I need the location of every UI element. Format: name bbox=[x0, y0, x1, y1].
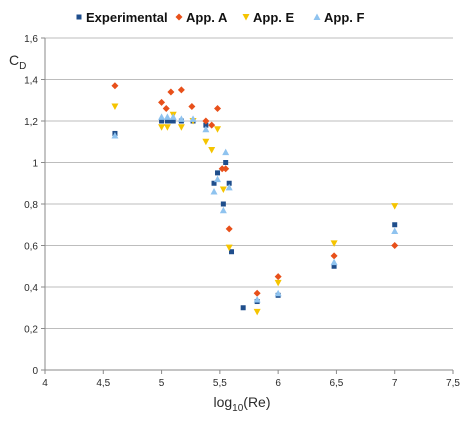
data-point bbox=[111, 103, 119, 110]
data-point bbox=[274, 273, 282, 281]
data-point bbox=[159, 118, 165, 124]
data-point bbox=[163, 113, 171, 120]
data-point bbox=[274, 279, 282, 287]
y-axis-label: CD bbox=[9, 52, 26, 72]
data-point bbox=[391, 203, 399, 210]
x-tick-label: 6 bbox=[275, 378, 281, 389]
y-tick-label: 0,4 bbox=[24, 283, 38, 294]
data-point bbox=[225, 183, 233, 191]
data-point bbox=[169, 113, 177, 120]
series-2-points bbox=[111, 82, 399, 297]
data-point bbox=[111, 132, 119, 139]
data-point bbox=[226, 180, 232, 186]
data-point bbox=[222, 148, 230, 156]
data-point bbox=[211, 180, 217, 186]
data-point bbox=[177, 115, 185, 122]
data-point bbox=[274, 289, 282, 297]
data-point bbox=[240, 305, 246, 311]
y-tick-label: 1 bbox=[32, 159, 38, 170]
legend-marker bbox=[242, 14, 250, 21]
data-point bbox=[177, 124, 185, 131]
data-point bbox=[163, 124, 171, 131]
series-3-points bbox=[111, 103, 399, 316]
data-point bbox=[220, 201, 226, 207]
grid-lines bbox=[45, 37, 453, 371]
data-point bbox=[331, 263, 337, 269]
legend-label: App. E bbox=[253, 10, 294, 25]
data-point bbox=[111, 82, 119, 90]
y-tick-label: 1,2 bbox=[24, 117, 38, 128]
data-point bbox=[188, 102, 196, 110]
data-point bbox=[219, 206, 227, 214]
data-point bbox=[214, 105, 222, 113]
data-point bbox=[222, 165, 230, 173]
legend-label: Experimental bbox=[86, 10, 168, 25]
data-point bbox=[214, 126, 222, 133]
y-tick-label: 0,6 bbox=[24, 242, 38, 253]
data-point bbox=[223, 160, 229, 165]
y-tick-label: 0,2 bbox=[24, 325, 38, 336]
data-point bbox=[330, 252, 338, 260]
data-point bbox=[253, 308, 261, 316]
legend-item: App. A bbox=[175, 10, 228, 25]
legend-item: App. F bbox=[313, 10, 364, 25]
y-tick-label: 1,4 bbox=[24, 76, 38, 87]
x-axis: 4 4,5 5 5,5 6 6,5 7 7,5 bbox=[42, 369, 460, 389]
data-point bbox=[189, 115, 197, 122]
y-axis: 0 0,2 0,4 0,6 0,8 1 1,2 1,4 1,6 bbox=[24, 34, 46, 377]
x-axis-label: log10(Re) bbox=[213, 394, 270, 414]
series-1-points bbox=[112, 118, 398, 311]
x-tick-label: 7 bbox=[392, 378, 398, 389]
legend: Experimental App. A App. E App. F bbox=[76, 10, 364, 25]
data-point bbox=[253, 295, 261, 303]
data-point bbox=[162, 105, 170, 113]
data-point bbox=[219, 186, 227, 193]
x-tick-label: 4,5 bbox=[96, 378, 110, 389]
data-points bbox=[111, 82, 399, 316]
legend-marker bbox=[76, 14, 82, 20]
data-point bbox=[158, 113, 166, 120]
data-point bbox=[392, 222, 398, 228]
y-tick-label: 0,8 bbox=[24, 200, 38, 211]
data-point bbox=[203, 122, 209, 128]
data-point bbox=[215, 170, 221, 176]
legend-label: App. A bbox=[186, 10, 228, 25]
data-point bbox=[202, 117, 210, 125]
data-point bbox=[158, 124, 166, 131]
data-point bbox=[229, 249, 235, 255]
data-point bbox=[391, 242, 399, 249]
x-tick-label: 5,5 bbox=[213, 378, 227, 389]
data-point bbox=[330, 240, 338, 247]
data-point bbox=[202, 125, 210, 133]
data-point bbox=[330, 258, 338, 266]
data-point bbox=[167, 88, 175, 96]
data-point bbox=[208, 147, 216, 154]
legend-marker bbox=[313, 13, 321, 20]
data-point bbox=[225, 244, 233, 252]
legend-item: App. E bbox=[242, 10, 294, 25]
y-tick-label: 0 bbox=[32, 366, 38, 377]
data-point bbox=[177, 86, 185, 94]
data-point bbox=[170, 118, 176, 124]
x-tick-label: 6,5 bbox=[329, 378, 343, 389]
data-point bbox=[208, 121, 216, 129]
legend-label: App. F bbox=[324, 10, 364, 25]
legend-marker bbox=[175, 13, 183, 21]
data-point bbox=[158, 98, 166, 106]
data-point bbox=[253, 289, 261, 297]
data-point bbox=[391, 227, 399, 234]
x-tick-label: 7,5 bbox=[446, 378, 460, 389]
data-point bbox=[225, 225, 233, 233]
series-4-points bbox=[111, 113, 399, 303]
data-point bbox=[164, 118, 170, 124]
x-tick-label: 4 bbox=[42, 378, 48, 389]
x-tick-label: 5 bbox=[159, 378, 165, 389]
legend-item: Experimental bbox=[76, 10, 168, 25]
data-point bbox=[202, 138, 210, 146]
y-tick-label: 1,6 bbox=[24, 34, 38, 45]
data-point bbox=[210, 188, 218, 195]
data-point bbox=[214, 175, 222, 183]
